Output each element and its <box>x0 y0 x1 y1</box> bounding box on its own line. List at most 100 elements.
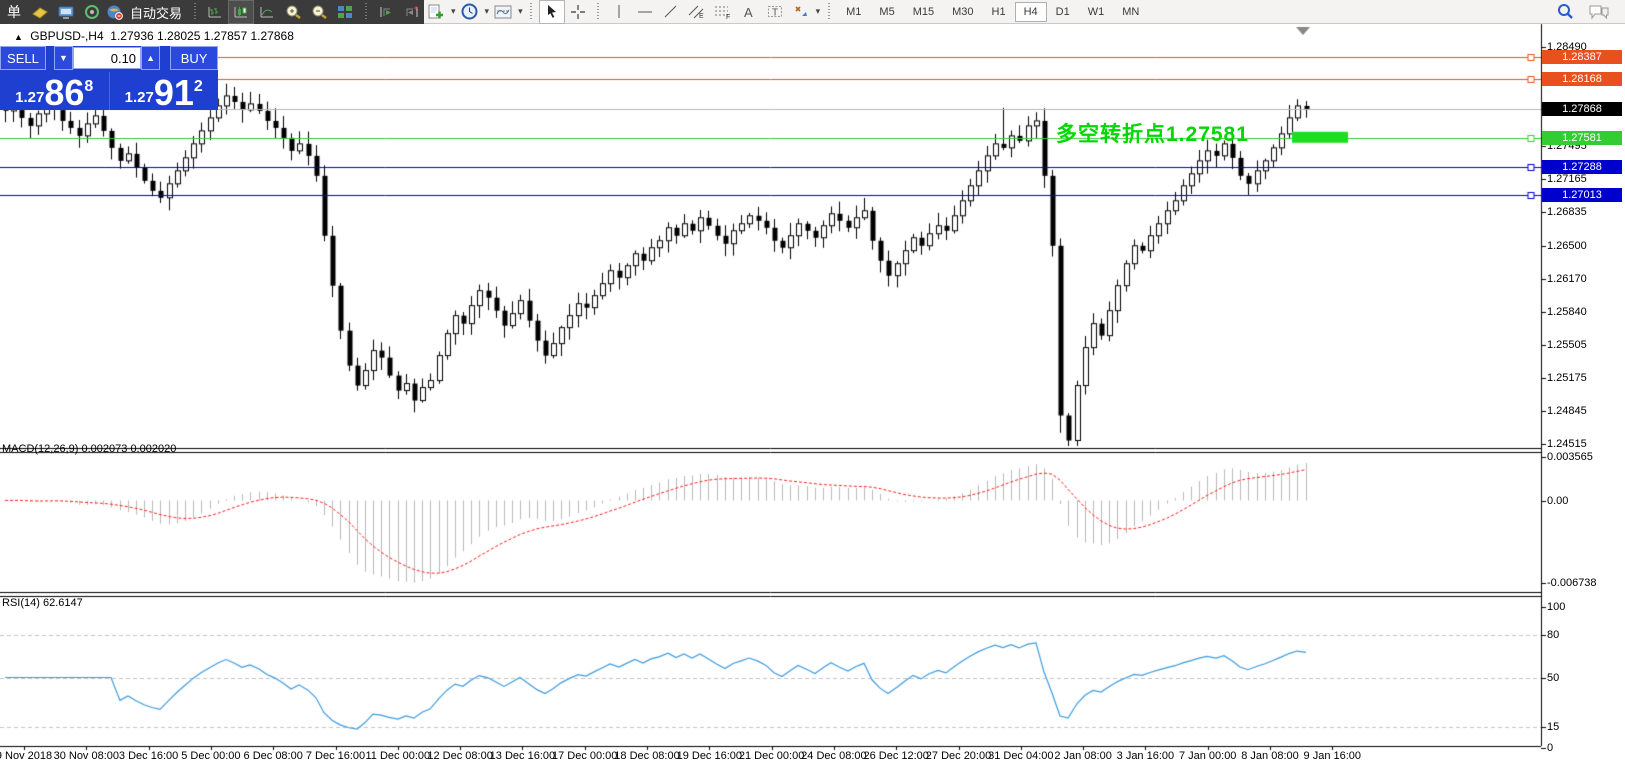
sell-price[interactable]: 1.27 86 8 <box>0 72 110 111</box>
price-tick-label: 1.25840 <box>1547 305 1587 318</box>
price-tick-label: 1.24515 <box>1547 438 1587 450</box>
candlestick-chart-icon[interactable] <box>228 0 254 24</box>
toolbar-separator <box>527 2 535 21</box>
timeframe-d1[interactable]: D1 <box>1055 5 1070 18</box>
periods-icon[interactable] <box>458 1 482 23</box>
svg-text:F: F <box>726 14 730 19</box>
toolbar-separator <box>594 2 602 21</box>
chevron-down-icon[interactable]: ▾ <box>484 6 490 16</box>
time-axis-label: 11 Dec 00:00 <box>365 750 431 762</box>
chart-symbol-period: GBPUSD-,H4 <box>30 29 104 43</box>
webinar-icon[interactable] <box>80 1 104 23</box>
price-tick-label: 1.28490 <box>1547 41 1587 53</box>
chart-shift-icon[interactable] <box>400 1 424 23</box>
toolbar-separator <box>362 3 369 21</box>
crosshair-icon[interactable] <box>566 1 590 23</box>
templates-icon[interactable] <box>491 1 515 23</box>
bar-chart-icon[interactable] <box>203 1 227 23</box>
arrows-icon[interactable] <box>789 1 813 23</box>
svg-text:T: T <box>772 8 778 19</box>
price-tick-label: 1.26170 <box>1547 272 1587 285</box>
rsi-name: RSI(14) <box>2 597 40 609</box>
text-icon[interactable]: A <box>737 1 761 23</box>
search-icon[interactable] <box>1553 1 1577 23</box>
chart-close: 1.27868 <box>250 29 294 43</box>
time-axis-label: 9 Nov 2018 <box>0 750 53 762</box>
buy-price[interactable]: 1.27 91 2 <box>110 72 219 113</box>
time-axis-label: 21 Dec 00:00 <box>738 750 805 762</box>
vertical-line-icon[interactable] <box>607 1 631 23</box>
time-axis-label: 31 Dec 04:00 <box>988 750 1054 762</box>
timeframe-m30[interactable]: M30 <box>952 5 974 18</box>
timeframe-m5[interactable]: M5 <box>879 5 895 18</box>
one-click-price-row: 1.27 86 8 1.27 91 2 <box>0 72 219 113</box>
macd-value-signal: 0.002020 <box>130 443 177 455</box>
history-book-icon[interactable] <box>28 1 52 23</box>
timeframe-w1[interactable]: W1 <box>1087 5 1105 18</box>
terminal-icon[interactable] <box>54 1 78 23</box>
price-tag: 1.27868 <box>1542 102 1622 117</box>
annotation-text[interactable]: 多空转折点1.27581 <box>1056 123 1249 146</box>
toolbar-separator <box>825 2 833 21</box>
time-axis-label: 30 Nov 08:00 <box>53 750 120 762</box>
buy-button[interactable]: BUY <box>170 46 218 70</box>
buy-price-big: 91 <box>153 72 194 113</box>
svg-text:E: E <box>699 13 704 19</box>
zoom-in-icon[interactable] <box>281 1 305 23</box>
price-tag: 1.28387 <box>1542 50 1622 65</box>
price-tick-label: 1.25175 <box>1547 372 1587 385</box>
price-tick-label: 1.25505 <box>1547 339 1587 352</box>
timeframe-h4[interactable]: H4 <box>1014 1 1047 22</box>
price-tick-label: 1.27165 <box>1547 173 1587 186</box>
new-order-button[interactable]: 单 <box>7 4 21 20</box>
time-axis-label: 9 Jan 16:00 <box>1303 750 1362 762</box>
sell-button[interactable]: SELL <box>0 46 46 70</box>
chevron-down-icon[interactable]: ▾ <box>451 6 456 16</box>
autotrading-button[interactable]: 自动交易 <box>129 5 182 21</box>
symbol-marker-icon: ▲ <box>14 32 23 42</box>
trendline-icon[interactable] <box>659 1 683 23</box>
timeframe-mn[interactable]: MN <box>1122 5 1140 18</box>
indicators-add-icon[interactable] <box>424 1 448 23</box>
time-axis-label: 3 Dec 16:00 <box>118 750 179 762</box>
timeframe-h1[interactable]: H1 <box>991 5 1006 18</box>
rsi-label: RSI(14) 62.6147 <box>2 597 83 609</box>
svg-text:A: A <box>744 5 753 19</box>
buy-price-handle: 1.27 <box>124 89 154 106</box>
time-axis-label: 6 Dec 08:00 <box>243 750 303 762</box>
time-axis-label: 19 Dec 16:00 <box>676 750 743 762</box>
text-label-icon[interactable]: T <box>763 1 787 23</box>
chevron-down-icon[interactable]: ▾ <box>518 6 523 16</box>
toolbar: 单 自动交易 <box>0 0 1625 24</box>
macd-tick-label: 0.003565 <box>1547 451 1593 463</box>
price-tick-label: 1.26500 <box>1547 239 1587 252</box>
price-tag: 1.27581 <box>1542 130 1622 145</box>
line-chart-icon[interactable] <box>255 1 279 23</box>
timeframe-buttons: M1 M5 M15 M30 H1 H4 D1 W1 MN <box>837 1 1148 22</box>
time-axis-label: 18 Dec 08:00 <box>614 750 680 762</box>
timeframe-m15[interactable]: M15 <box>912 5 935 18</box>
rsi-tick-label: 100 <box>1547 601 1566 613</box>
chart-open: 1.27936 <box>110 29 154 43</box>
macd-tick-label: -0.006738 <box>1547 576 1597 589</box>
horizontal-line-icon[interactable] <box>633 1 657 23</box>
timeframe-m1[interactable]: M1 <box>846 5 862 18</box>
zoom-out-icon[interactable] <box>307 1 331 23</box>
fibonacci-icon[interactable]: F <box>711 1 735 23</box>
time-axis-label: 7 Jan 00:00 <box>1178 750 1237 762</box>
cursor-icon[interactable] <box>538 0 565 24</box>
volume-increase-button[interactable]: ▲ <box>141 46 161 70</box>
price-tick-label: 1.26835 <box>1547 206 1587 219</box>
time-axis-label: 27 Dec 20:00 <box>925 750 992 762</box>
auto-scroll-icon[interactable] <box>374 1 398 23</box>
autotrading-globe-icon[interactable] <box>106 1 124 23</box>
volume-decrease-button[interactable]: ▼ <box>53 46 74 70</box>
chevron-down-icon[interactable]: ▾ <box>815 6 821 16</box>
price-tag: 1.27013 <box>1542 187 1622 202</box>
volume-input[interactable] <box>73 47 142 69</box>
equidistant-channel-icon[interactable]: E <box>685 1 709 23</box>
tile-windows-icon[interactable] <box>333 1 357 23</box>
macd-tick-label: 0.00 <box>1547 494 1569 507</box>
chat-icon[interactable] <box>1587 1 1611 23</box>
